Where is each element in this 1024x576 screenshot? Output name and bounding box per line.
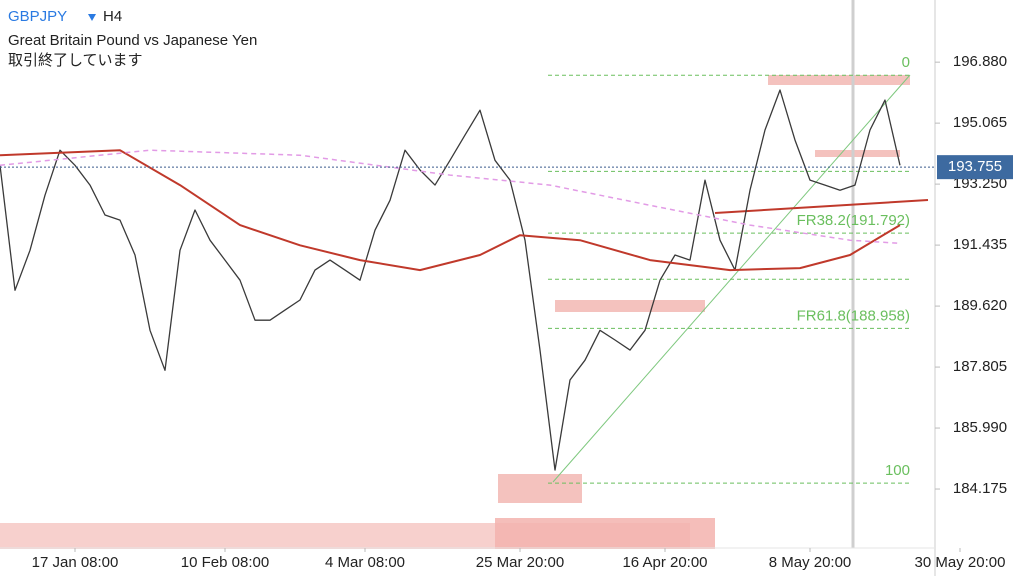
y-tick-label: 196.880 <box>953 53 1007 70</box>
y-tick-label: 185.990 <box>953 419 1007 436</box>
x-tick-label: 17 Jan 08:00 <box>32 554 119 571</box>
trend-line <box>714 199 929 214</box>
zone <box>498 474 582 503</box>
y-tick-label: 191.435 <box>953 236 1007 253</box>
x-tick-label: 4 Mar 08:00 <box>325 554 405 571</box>
chart-title: Great Britain Pound vs Japanese Yen <box>8 32 257 49</box>
price-line <box>0 89 901 471</box>
y-tick-label: 187.805 <box>953 358 1007 375</box>
fib-label: FR61.8(188.958) <box>797 307 910 324</box>
last-price-label: 193.755 <box>948 158 1002 175</box>
y-tick-label: 189.620 <box>953 297 1007 314</box>
x-tick-label: 25 Mar 20:00 <box>476 554 564 571</box>
x-tick-label: 30 May 20:00 <box>915 554 1006 571</box>
fib-label: 0 <box>902 54 910 71</box>
y-tick-label: 195.065 <box>953 114 1007 131</box>
x-tick-label: 8 May 20:00 <box>769 554 852 571</box>
zone <box>495 518 715 549</box>
fib-label: FR38.2(191.792) <box>797 212 910 229</box>
price-line <box>0 149 901 272</box>
zone <box>768 75 910 85</box>
chart-subtitle: 取引終了しています <box>8 52 143 69</box>
trend-line <box>552 74 911 483</box>
zones <box>0 75 910 549</box>
symbol[interactable]: GBPJPY <box>8 8 67 25</box>
price-line <box>0 149 901 245</box>
y-tick-label: 193.250 <box>953 175 1007 192</box>
last-price-box <box>937 155 1013 180</box>
plot: 184.175 185.990 187.805 189.620 191.435 193.2… <box>0 53 1007 571</box>
fib-label: 100 <box>885 462 910 479</box>
x-tick-label: 10 Feb 08:00 <box>181 554 269 571</box>
x-tick-label: 16 Apr 20:00 <box>622 554 707 571</box>
zone <box>555 300 705 312</box>
zone <box>815 150 900 157</box>
y-tick-label: 184.175 <box>953 480 1007 497</box>
timeframe[interactable]: H4 <box>103 8 122 25</box>
dropdown-icon[interactable] <box>88 14 96 21</box>
